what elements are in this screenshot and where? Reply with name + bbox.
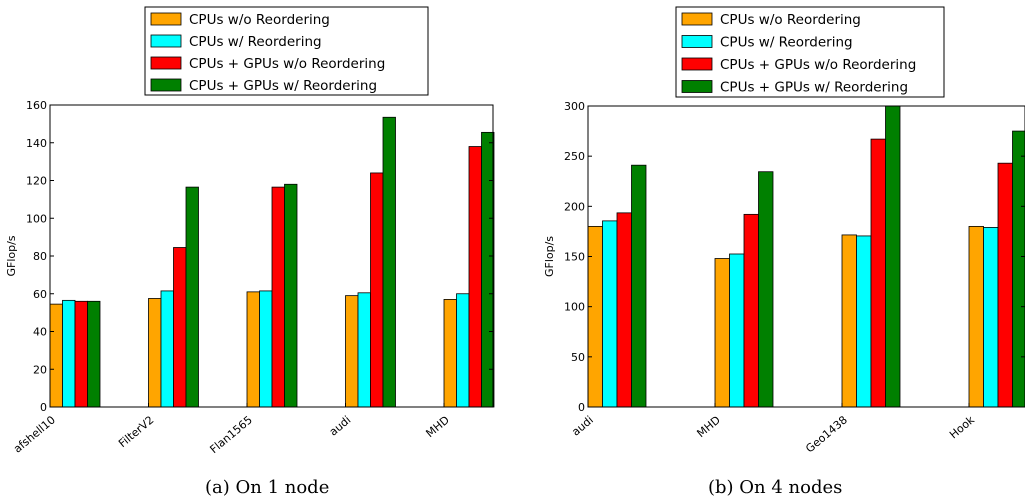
bar-FilterV2-4 [185, 186, 199, 408]
bar-FilterV2-1 [148, 298, 162, 408]
panel-caption: (a) On 1 node [205, 477, 329, 498]
y-tick-label: 120 [26, 175, 47, 188]
x-tick-label: Flan1565 [207, 413, 254, 456]
bar-afshell10-2 [62, 299, 76, 408]
chart-panel-4-nodes: audi MHD Geo1438 Hook 0 50 100 150 200 250 300 GFlo… [543, 6, 1025, 498]
bar-Flan1565-3 [271, 186, 285, 408]
legend-swatch [681, 12, 713, 26]
y-tick-label: 40 [33, 326, 47, 339]
bar-MHD-1 [443, 299, 457, 408]
legend-label: CPUs w/ Reordering [189, 34, 322, 50]
y-tick-label: 0 [40, 401, 47, 414]
y-tick-label: 140 [26, 137, 47, 150]
chart-panel-1-node: afshell10 FilterV2 Flan1565 audi MHD 0 20 40 60 8… [5, 6, 495, 498]
bar-Geo1438-2 [856, 235, 872, 408]
y-tick-label: 20 [33, 363, 47, 376]
bar-audi-1 [587, 225, 603, 408]
bar-FilterV2-3 [173, 247, 187, 408]
legend-label: CPUs w/ Reordering [720, 35, 853, 51]
y-tick-label: 150 [564, 251, 585, 264]
legend-swatch [150, 34, 182, 48]
bar-MHD-1 [714, 258, 730, 408]
x-tick-label: audi [327, 413, 354, 438]
y-tick-label: 160 [26, 99, 47, 112]
x-tick-label: Geo1438 [803, 413, 850, 455]
bar-MHD-4 [481, 131, 495, 408]
x-tick-label: MHD [423, 413, 451, 440]
bar-audi-1 [345, 295, 359, 408]
bar-FilterV2-2 [160, 290, 174, 408]
y-tick-label: 200 [564, 200, 585, 213]
y-tick-label: 100 [26, 212, 47, 225]
legend-label: CPUs + GPUs w/o Reordering [189, 56, 385, 72]
legend-swatch [150, 12, 182, 26]
bar-afshell10-3 [74, 300, 88, 408]
bar-Geo1438-1 [841, 234, 857, 408]
legend-swatch [681, 80, 713, 93]
legend-label: CPUs + GPUs w/ Reordering [189, 78, 377, 94]
y-tick-label: 100 [564, 301, 585, 314]
y-tick-label: 250 [564, 150, 585, 163]
plot-frame [587, 105, 1025, 408]
bar-Geo1438-4 [885, 105, 901, 408]
bar-audi-2 [602, 220, 618, 408]
bar-audi-3 [370, 172, 384, 408]
x-tick-label: afshell10 [11, 413, 58, 455]
legend-box [144, 6, 429, 96]
bar-Hook-3 [997, 162, 1013, 408]
y-tick-label: 0 [578, 401, 585, 414]
bar-MHD-3 [468, 146, 482, 408]
bar-Hook-1 [968, 225, 984, 408]
bar-audi-2 [357, 292, 371, 408]
panel-caption: (b) On 4 nodes [708, 477, 842, 498]
legend-label: CPUs + GPUs w/o Reordering [720, 57, 916, 73]
bar-audi-4 [382, 116, 396, 408]
bar-MHD-4 [758, 171, 774, 408]
y-tick-label: 80 [33, 250, 47, 263]
bar-MHD-3 [743, 213, 759, 408]
bar-Hook-2 [983, 227, 999, 408]
legend-swatch [150, 56, 182, 70]
legend-label: CPUs w/o Reordering [189, 12, 330, 28]
y-axis-label: GFlop/s [543, 236, 556, 277]
bar-Flan1565-1 [246, 291, 260, 408]
legend-swatch [150, 78, 182, 92]
y-axis-label: GFlop/s [5, 235, 18, 276]
y-tick-label: 50 [571, 351, 585, 364]
legend-label: CPUs + GPUs w/ Reordering [720, 80, 908, 96]
legend-label: CPUs w/o Reordering [720, 12, 861, 28]
bar-audi-3 [616, 212, 632, 408]
x-tick-label: FilterV2 [116, 413, 156, 450]
y-tick-label: 60 [33, 288, 47, 301]
legend-box [675, 6, 945, 98]
bar-MHD-2 [729, 253, 745, 408]
bar-Flan1565-2 [259, 290, 273, 408]
bar-afshell10-4 [87, 300, 101, 408]
bar-Flan1565-4 [284, 183, 298, 408]
bar-afshell10-1 [49, 303, 63, 408]
legend-swatch [681, 57, 713, 71]
x-tick-label: MHD [694, 413, 722, 440]
y-tick-label: 300 [564, 100, 585, 113]
x-tick-label: audi [569, 413, 596, 438]
legend-swatch [681, 35, 713, 48]
bar-Hook-4 [1012, 130, 1025, 408]
bar-MHD-2 [456, 293, 470, 408]
bar-Geo1438-3 [870, 138, 886, 408]
bar-audi-4 [631, 164, 647, 408]
x-tick-label: Hook [947, 413, 977, 441]
